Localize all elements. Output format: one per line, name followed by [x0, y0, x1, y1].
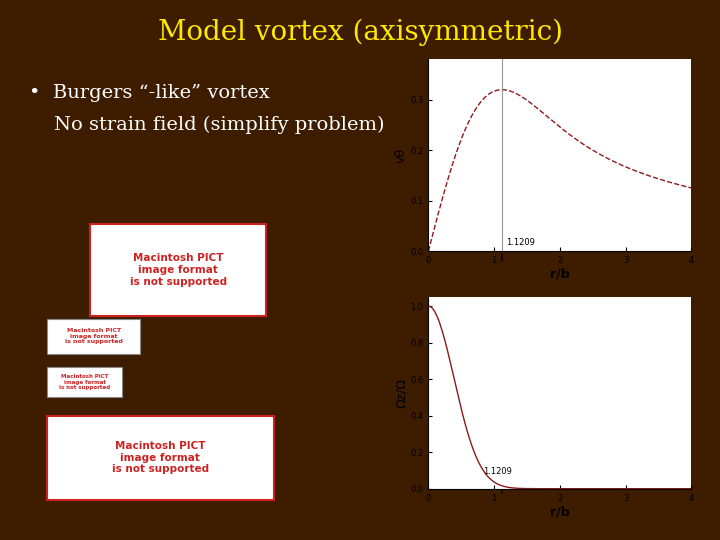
Text: Macintosh PICT
image format
is not supported: Macintosh PICT image format is not suppo…	[59, 374, 110, 390]
Y-axis label: vθ: vθ	[395, 148, 408, 163]
X-axis label: r/b: r/b	[550, 505, 570, 518]
X-axis label: r/b: r/b	[550, 268, 570, 281]
Y-axis label: Ωz/Ω: Ωz/Ω	[395, 378, 408, 408]
Text: Macintosh PICT
image format
is not supported: Macintosh PICT image format is not suppo…	[65, 328, 122, 345]
Text: •  Burgers “-like” vortex: • Burgers “-like” vortex	[29, 84, 269, 102]
Text: 1.1209: 1.1209	[506, 238, 535, 247]
Text: No strain field (simplify problem): No strain field (simplify problem)	[54, 116, 384, 134]
Text: 1.1209: 1.1209	[484, 467, 513, 476]
Text: Macintosh PICT
image format
is not supported: Macintosh PICT image format is not suppo…	[130, 253, 227, 287]
Text: Model vortex (axisymmetric): Model vortex (axisymmetric)	[158, 19, 562, 46]
Text: Macintosh PICT
image format
is not supported: Macintosh PICT image format is not suppo…	[112, 441, 209, 474]
